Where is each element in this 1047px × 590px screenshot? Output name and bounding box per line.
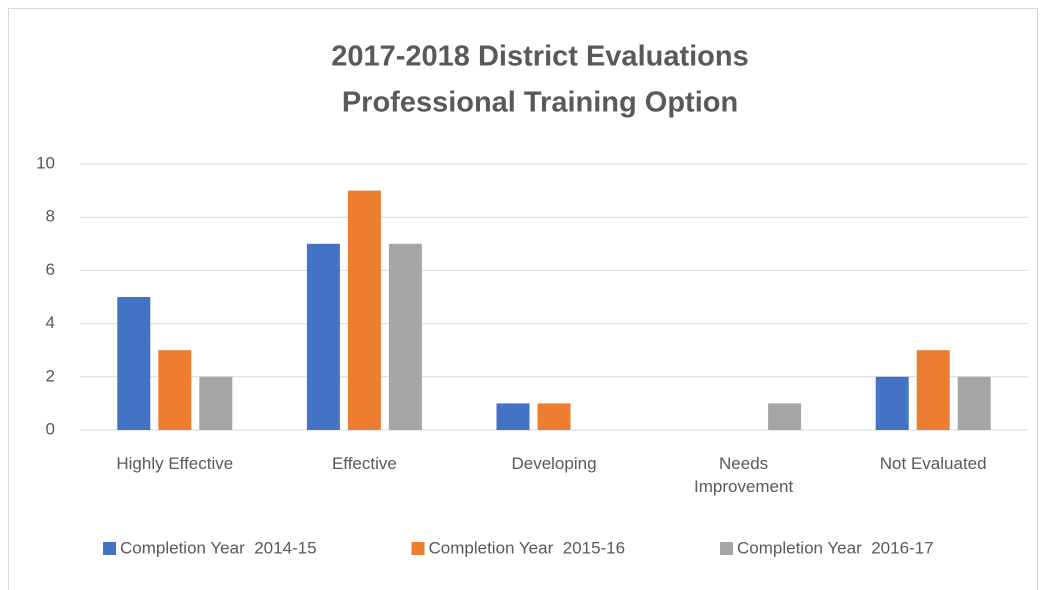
x-tick-label: Effective bbox=[331, 454, 397, 473]
legend-label: Completion Year 2014-15 bbox=[120, 538, 317, 557]
x-tick-label: Needs Improvement bbox=[693, 454, 794, 496]
y-tick-label: 10 bbox=[36, 153, 55, 172]
y-tick-label: 8 bbox=[46, 207, 55, 226]
y-tick-label: 6 bbox=[46, 260, 55, 279]
x-tick-label: Highly Effective bbox=[116, 454, 234, 473]
chart-title: 2017-2018 District Evaluations bbox=[331, 41, 748, 73]
y-tick-label: 4 bbox=[46, 313, 55, 332]
bar bbox=[158, 350, 192, 430]
x-tick-label: Developing bbox=[511, 454, 597, 473]
y-tick-label: 0 bbox=[46, 419, 55, 438]
chart-border bbox=[8, 8, 1038, 590]
bar bbox=[117, 297, 151, 430]
bar bbox=[199, 376, 233, 430]
bar bbox=[916, 350, 950, 430]
legend-swatch bbox=[103, 542, 116, 555]
legend-label: Completion Year 2016-17 bbox=[737, 538, 934, 557]
chart-title: Professional Training Option bbox=[342, 87, 738, 119]
bar bbox=[347, 190, 381, 430]
bar bbox=[306, 243, 340, 430]
bar bbox=[496, 403, 530, 430]
bar bbox=[388, 243, 422, 430]
bar bbox=[768, 403, 802, 430]
x-tick-label: Not Evaluated bbox=[879, 454, 987, 473]
y-tick-label: 2 bbox=[46, 366, 55, 385]
bar bbox=[875, 376, 909, 430]
bar bbox=[957, 376, 991, 430]
bar bbox=[537, 403, 571, 430]
legend-swatch bbox=[720, 542, 733, 555]
legend-label: Completion Year 2015-16 bbox=[429, 538, 626, 557]
legend-swatch bbox=[411, 542, 425, 555]
